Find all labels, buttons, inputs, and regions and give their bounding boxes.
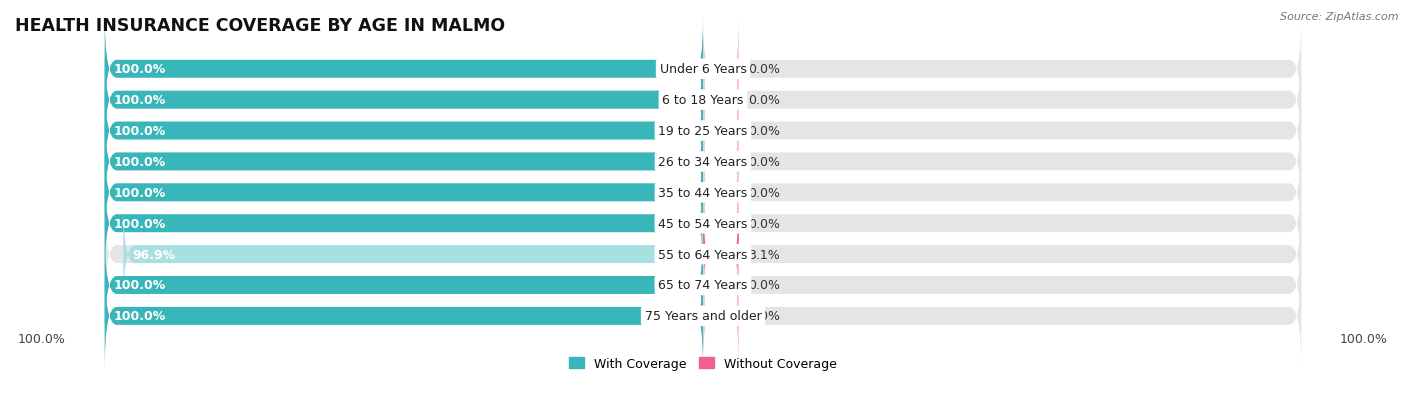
Text: 0.0%: 0.0% (748, 310, 780, 323)
FancyBboxPatch shape (703, 202, 740, 307)
FancyBboxPatch shape (104, 202, 1302, 307)
Text: 0.0%: 0.0% (748, 125, 780, 138)
FancyBboxPatch shape (104, 48, 703, 153)
FancyBboxPatch shape (104, 109, 1302, 215)
FancyBboxPatch shape (104, 48, 1302, 153)
Text: 26 to 34 Years: 26 to 34 Years (658, 156, 748, 169)
Text: 100.0%: 100.0% (18, 332, 66, 345)
Text: 75 Years and older: 75 Years and older (644, 310, 762, 323)
FancyBboxPatch shape (104, 263, 1302, 369)
FancyBboxPatch shape (104, 233, 1302, 338)
FancyBboxPatch shape (104, 17, 1302, 122)
FancyBboxPatch shape (104, 109, 703, 215)
FancyBboxPatch shape (703, 233, 740, 338)
Text: 45 to 54 Years: 45 to 54 Years (658, 217, 748, 230)
Text: 0.0%: 0.0% (748, 217, 780, 230)
FancyBboxPatch shape (703, 78, 740, 184)
Text: 100.0%: 100.0% (114, 125, 166, 138)
FancyBboxPatch shape (104, 233, 703, 338)
Text: 3.1%: 3.1% (748, 248, 779, 261)
FancyBboxPatch shape (104, 171, 703, 276)
Text: 0.0%: 0.0% (748, 63, 780, 76)
Text: Source: ZipAtlas.com: Source: ZipAtlas.com (1281, 12, 1399, 22)
Legend: With Coverage, Without Coverage: With Coverage, Without Coverage (564, 352, 842, 375)
Text: 0.0%: 0.0% (748, 156, 780, 169)
FancyBboxPatch shape (124, 202, 703, 307)
Text: 0.0%: 0.0% (748, 186, 780, 199)
Text: 100.0%: 100.0% (114, 63, 166, 76)
Text: 55 to 64 Years: 55 to 64 Years (658, 248, 748, 261)
Text: 96.9%: 96.9% (132, 248, 176, 261)
FancyBboxPatch shape (104, 78, 703, 184)
Text: 100.0%: 100.0% (114, 156, 166, 169)
FancyBboxPatch shape (703, 140, 740, 246)
FancyBboxPatch shape (703, 17, 740, 122)
Text: 0.0%: 0.0% (748, 94, 780, 107)
Text: 100.0%: 100.0% (114, 310, 166, 323)
Text: HEALTH INSURANCE COVERAGE BY AGE IN MALMO: HEALTH INSURANCE COVERAGE BY AGE IN MALM… (15, 17, 505, 35)
FancyBboxPatch shape (104, 263, 703, 369)
Text: 100.0%: 100.0% (1340, 332, 1388, 345)
Text: 19 to 25 Years: 19 to 25 Years (658, 125, 748, 138)
Text: 100.0%: 100.0% (114, 279, 166, 292)
FancyBboxPatch shape (104, 171, 1302, 276)
Text: 0.0%: 0.0% (748, 279, 780, 292)
Text: 35 to 44 Years: 35 to 44 Years (658, 186, 748, 199)
Text: 6 to 18 Years: 6 to 18 Years (662, 94, 744, 107)
FancyBboxPatch shape (104, 78, 1302, 184)
FancyBboxPatch shape (703, 171, 740, 276)
FancyBboxPatch shape (104, 140, 703, 246)
Text: 65 to 74 Years: 65 to 74 Years (658, 279, 748, 292)
FancyBboxPatch shape (703, 48, 740, 153)
Text: 100.0%: 100.0% (114, 186, 166, 199)
FancyBboxPatch shape (703, 263, 740, 369)
Text: Under 6 Years: Under 6 Years (659, 63, 747, 76)
Text: 100.0%: 100.0% (114, 217, 166, 230)
Text: 100.0%: 100.0% (114, 94, 166, 107)
FancyBboxPatch shape (703, 109, 740, 215)
FancyBboxPatch shape (104, 140, 1302, 246)
FancyBboxPatch shape (104, 17, 703, 122)
